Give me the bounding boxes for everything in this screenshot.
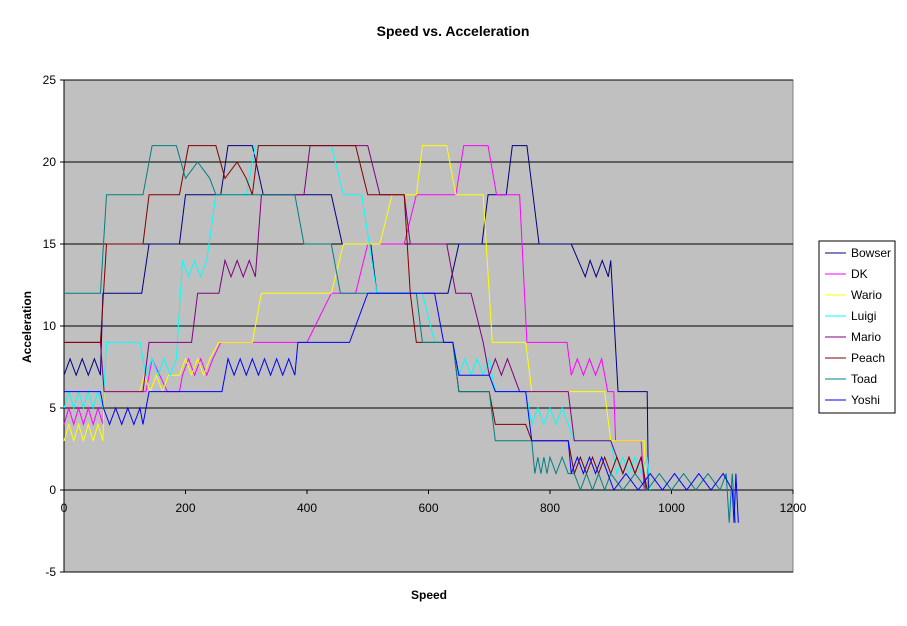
x-axis-label: Speed (411, 588, 447, 602)
y-tick-label: 10 (43, 319, 57, 333)
y-tick-label: 20 (43, 155, 57, 169)
legend-label: DK (851, 267, 868, 281)
legend-label: Toad (851, 372, 877, 386)
series-line (64, 145, 736, 523)
x-tick-label: 1000 (658, 501, 685, 515)
legend (818, 240, 896, 414)
series-line (63, 145, 647, 491)
chart-title: Speed vs. Acceleration (377, 23, 530, 39)
y-tick-label: 25 (43, 73, 57, 87)
x-tick-label: 200 (175, 501, 195, 515)
x-tick-label: 1200 (780, 501, 807, 515)
y-tick-label: 15 (43, 237, 57, 251)
legend-label: Luigi (851, 309, 876, 323)
x-tick-label: 400 (297, 501, 317, 515)
series-line (64, 292, 739, 523)
legend-label: Bowser (851, 246, 891, 260)
x-tick-label: 600 (418, 501, 438, 515)
y-tick-label: -5 (45, 565, 56, 579)
legend-label: Mario (851, 330, 881, 344)
legend-label: Wario (851, 288, 882, 302)
series-line (63, 145, 651, 491)
y-tick-label: 0 (49, 483, 56, 497)
legend-label: Yoshi (851, 393, 880, 407)
y-axis-label: Acceleration (20, 291, 34, 363)
x-tick-label: 800 (540, 501, 560, 515)
legend-label: Peach (851, 351, 885, 365)
series-line (64, 145, 647, 491)
series-line (63, 145, 649, 491)
y-tick-label: 5 (49, 401, 56, 415)
